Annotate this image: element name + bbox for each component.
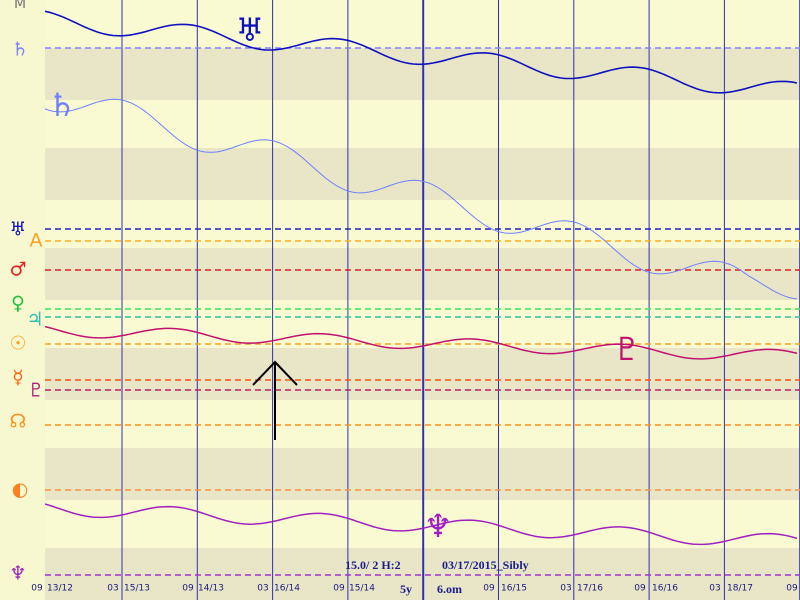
- planet-label: ☉: [9, 333, 26, 355]
- time-label: 03: [107, 584, 118, 594]
- planet-label: A: [30, 230, 43, 252]
- transit-glyph: ♄: [48, 86, 77, 124]
- planet-label: ♂: [9, 259, 26, 281]
- time-label: 17/16: [577, 584, 603, 594]
- time-label: 13/12: [47, 584, 73, 594]
- planet-label: M: [14, 0, 26, 12]
- planet-label: ♅: [9, 219, 26, 241]
- time-label: 18/17: [727, 584, 753, 594]
- time-label: 15/13: [124, 584, 150, 594]
- time-label: 09: [182, 584, 194, 594]
- orb-text: 6.om: [437, 582, 462, 596]
- transit-glyph: ♆: [424, 507, 453, 545]
- time-label: 16/14: [274, 584, 300, 594]
- planet-curve: [44, 503, 798, 546]
- time-label: 09: [333, 584, 345, 594]
- settings-text: 15.0/ 2 H:2: [345, 558, 401, 572]
- planet-label: ☊: [10, 411, 27, 433]
- planet-label: ♆: [9, 563, 26, 585]
- transit-glyph: ♇: [613, 330, 642, 368]
- time-label: 09: [483, 584, 495, 594]
- planet-curve: [44, 98, 798, 300]
- time-label: 15/14: [349, 584, 375, 594]
- time-label: 09: [786, 584, 798, 594]
- planet-label: ♃: [26, 309, 43, 331]
- time-label: 03: [560, 584, 571, 594]
- span-text: 5y: [400, 582, 412, 596]
- planet-label: ☿: [12, 367, 24, 389]
- planet-label: ♀: [11, 293, 25, 315]
- chart-text: 03/17/2015_Sibly: [442, 558, 529, 572]
- planet-curve: [44, 10, 798, 94]
- time-label: 03: [257, 584, 268, 594]
- transit-glyph: ♅: [236, 11, 265, 49]
- time-label: 16/16: [652, 584, 678, 594]
- planet-curve: [44, 325, 798, 360]
- time-label: 09: [634, 584, 646, 594]
- time-label: 09: [31, 584, 43, 594]
- left-column: [0, 0, 45, 600]
- planet-label: ◐: [12, 479, 29, 501]
- planet-label: ♄: [11, 39, 28, 61]
- time-label: 16/15: [501, 584, 527, 594]
- arrow-head: [252, 360, 298, 386]
- time-label: 03: [709, 584, 720, 594]
- planet-label: ♇: [27, 380, 44, 402]
- time-label: 14/13: [198, 584, 224, 594]
